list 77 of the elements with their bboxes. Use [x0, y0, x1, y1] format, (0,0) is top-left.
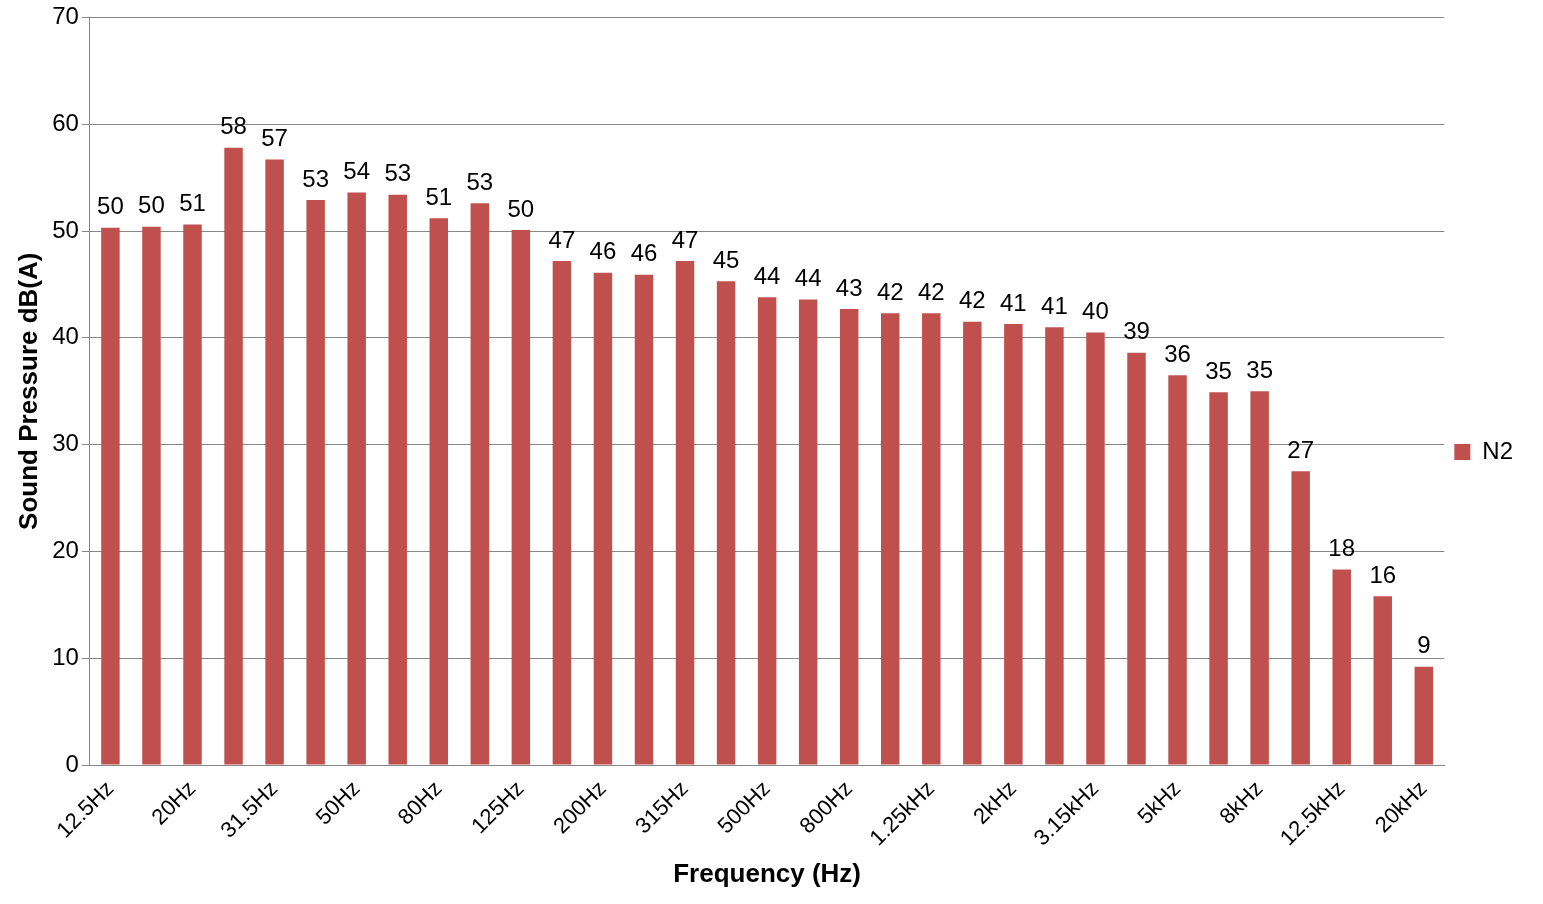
bar: [839, 308, 859, 765]
data-label: 36: [1164, 339, 1191, 367]
legend-label: N2: [1482, 436, 1514, 464]
bar: [265, 159, 284, 765]
data-label: 43: [835, 273, 863, 301]
bar: [511, 229, 531, 765]
data-label: 54: [343, 157, 371, 185]
bar: [1168, 375, 1187, 765]
y-tick-label: 70: [52, 2, 79, 30]
bar: [757, 297, 777, 765]
bar: [1209, 392, 1228, 765]
data-label: 53: [302, 164, 329, 192]
data-label: 27: [1287, 435, 1315, 463]
data-label: 46: [630, 239, 658, 267]
bar: [963, 321, 982, 765]
data-label: 9: [1417, 631, 1431, 659]
bar: [347, 192, 366, 765]
data-label: 53: [384, 159, 412, 187]
bar: [593, 272, 613, 765]
y-tick-label: 50: [52, 215, 79, 243]
bar: [1373, 596, 1392, 765]
data-label: 57: [261, 124, 288, 152]
data-label: 35: [1246, 355, 1273, 383]
y-tick-label: 10: [52, 642, 79, 670]
y-tick-label: 40: [52, 322, 79, 350]
data-label: 41: [1000, 288, 1027, 316]
data-label: 50: [97, 192, 124, 220]
data-label: 51: [179, 189, 206, 217]
data-label: 39: [1123, 317, 1150, 345]
bar: [429, 218, 448, 765]
data-label: 35: [1205, 356, 1232, 384]
bar: [142, 226, 161, 765]
bar: [1086, 332, 1105, 765]
bar: [798, 299, 818, 765]
data-label: 42: [917, 277, 945, 305]
bar: [1332, 569, 1351, 765]
bar: [224, 147, 243, 765]
bar: [1414, 666, 1434, 765]
bar: [675, 260, 695, 765]
data-label: 53: [466, 167, 494, 195]
data-label: 18: [1328, 534, 1356, 562]
data-label: 44: [794, 264, 822, 291]
bar: [388, 194, 407, 765]
y-tick-label: 20: [52, 536, 79, 564]
data-label: 46: [589, 237, 617, 265]
bar: [1127, 352, 1146, 765]
bar: [306, 200, 325, 765]
bar: [1045, 327, 1064, 765]
data-label: 50: [138, 191, 165, 219]
x-axis-title: Frequency (Hz): [673, 857, 862, 888]
data-label: 16: [1369, 560, 1397, 588]
bar: [716, 281, 736, 765]
bar: [470, 203, 490, 765]
data-label: 58: [220, 112, 247, 140]
bar: [183, 224, 202, 765]
data-label: 42: [958, 286, 986, 314]
bar: [101, 227, 120, 765]
bar: [881, 313, 900, 765]
data-label: 44: [753, 261, 781, 289]
bar: [1004, 323, 1023, 765]
y-tick-label: 30: [52, 429, 79, 457]
bar: [634, 274, 654, 765]
y-axis-title: Sound Pressure dB(A): [12, 252, 43, 530]
bar: [552, 260, 572, 765]
bar: [922, 313, 941, 765]
data-label: 41: [1041, 291, 1068, 319]
bar: [1250, 391, 1269, 765]
data-label: 47: [671, 225, 699, 253]
data-label: 47: [548, 225, 576, 253]
data-label: 50: [507, 194, 535, 222]
data-label: 42: [876, 277, 904, 305]
data-label: 40: [1082, 297, 1109, 325]
y-tick-label: 60: [52, 108, 79, 136]
y-tick-label: 0: [65, 749, 79, 777]
bar: [1291, 471, 1310, 765]
data-label: 45: [712, 245, 740, 273]
data-label: 51: [425, 182, 453, 210]
